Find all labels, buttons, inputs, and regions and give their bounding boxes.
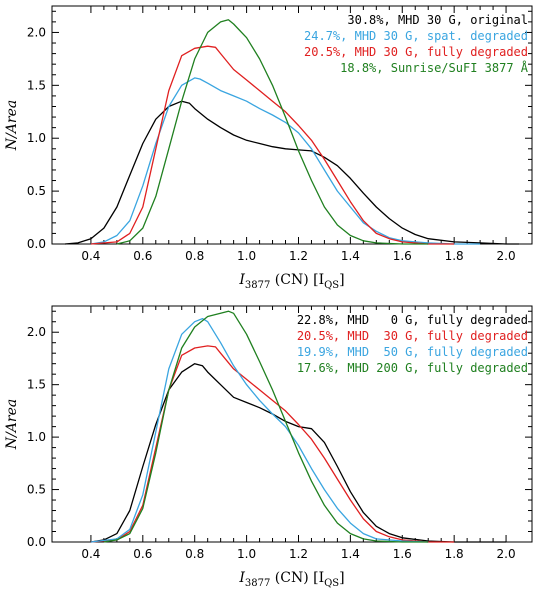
y-tick-label: 1.0 (27, 430, 46, 444)
x-tick-label: 0.8 (185, 547, 204, 561)
x-axis-label-unit_sub: QS (324, 280, 339, 291)
y-tick-label: 2.0 (27, 325, 46, 339)
legend-entry-1: 22.8%, MHD 0 G, fully degraded (297, 313, 528, 327)
x-axis-label-unit_sub: QS (324, 578, 339, 589)
series-line-2 (91, 78, 480, 244)
legend: 22.8%, MHD 0 G, fully degraded 20.5%, MHD… (297, 313, 528, 375)
y-tick-label: 0.5 (27, 184, 46, 198)
legend-entry-3: 20.5%, MHD 30 G, fully degraded (304, 45, 528, 59)
x-tick-label: 1.2 (289, 547, 308, 561)
legend-entry-3: 19.9%, MHD 50 G, fully degraded (297, 345, 528, 359)
series-line-2 (91, 346, 454, 542)
chart-panel-2: 0.4 0.6 0.8 1.0 1.2 1.4 1.6 1.8 2.0 0.0 0.5 1.0 1.5 2… (4, 306, 532, 589)
y-tick-label: 0.0 (27, 535, 46, 549)
x-tick-label: 1.0 (237, 249, 256, 263)
x-tick-label: 0.4 (81, 547, 100, 561)
y-axis-label: N/Area (4, 100, 20, 151)
x-axis-label-end: ] (339, 272, 344, 288)
x-tick-label: 1.4 (341, 547, 360, 561)
x-axis-label-sub: 3877 (245, 280, 270, 291)
legend-entry-4: 17.6%, MHD 200 G, fully degraded (297, 361, 528, 375)
x-tick-label: 1.6 (393, 547, 412, 561)
x-tick-label: 1.2 (289, 249, 308, 263)
y-tick-label: 1.5 (27, 78, 46, 92)
series-line-1 (65, 101, 519, 244)
x-tick-label: 1.0 (237, 547, 256, 561)
y-tick-label: 2.0 (27, 25, 46, 39)
x-axis-label-mid: (CN) [I (270, 570, 324, 586)
x-tick-label: 0.6 (133, 249, 152, 263)
x-axis-label: I3877 (CN) [IQS] (238, 570, 344, 589)
legend-entry-2: 20.5%, MHD 30 G, fully degraded (297, 329, 528, 343)
y-tick-label: 1.5 (27, 378, 46, 392)
legend-entry-2: 24.7%, MHD 30 G, spat. degraded (304, 29, 528, 43)
x-axis-label-mid: (CN) [I (270, 272, 324, 288)
legend: 30.8%, MHD 30 G, original 24.7%, MHD 30 G… (304, 13, 529, 75)
x-tick-label: 1.4 (341, 249, 360, 263)
y-tick-label: 1.0 (27, 131, 46, 145)
legend-entry-1: 30.8%, MHD 30 G, original (347, 13, 528, 27)
x-tick-label: 0.4 (81, 249, 100, 263)
x-tick-label: 0.8 (185, 249, 204, 263)
x-tick-label: 1.8 (445, 249, 464, 263)
x-axis-label-end: ] (339, 570, 344, 586)
chart-panel-1: 0.4 0.6 0.8 1.0 1.2 1.4 1.6 1.8 2.0 0.0 0.5 1.0 1.5 2… (4, 6, 532, 291)
series-line-3 (91, 46, 454, 244)
x-tick-label: 1.6 (393, 249, 412, 263)
x-tick-label: 1.8 (445, 547, 464, 561)
x-axis-label: I3877 (CN) [IQS] (238, 272, 344, 291)
y-tick-label: 0.0 (27, 237, 46, 251)
x-tick-label: 0.6 (133, 547, 152, 561)
x-tick-label: 2.0 (497, 547, 516, 561)
legend-entry-4: 18.8%, Sunrise/SuFI 3877 Å (340, 60, 529, 75)
y-axis-label: N/Area (4, 399, 20, 450)
x-axis-label-sub: 3877 (245, 578, 270, 589)
y-tick-label: 0.5 (27, 483, 46, 497)
x-tick-label: 2.0 (497, 249, 516, 263)
